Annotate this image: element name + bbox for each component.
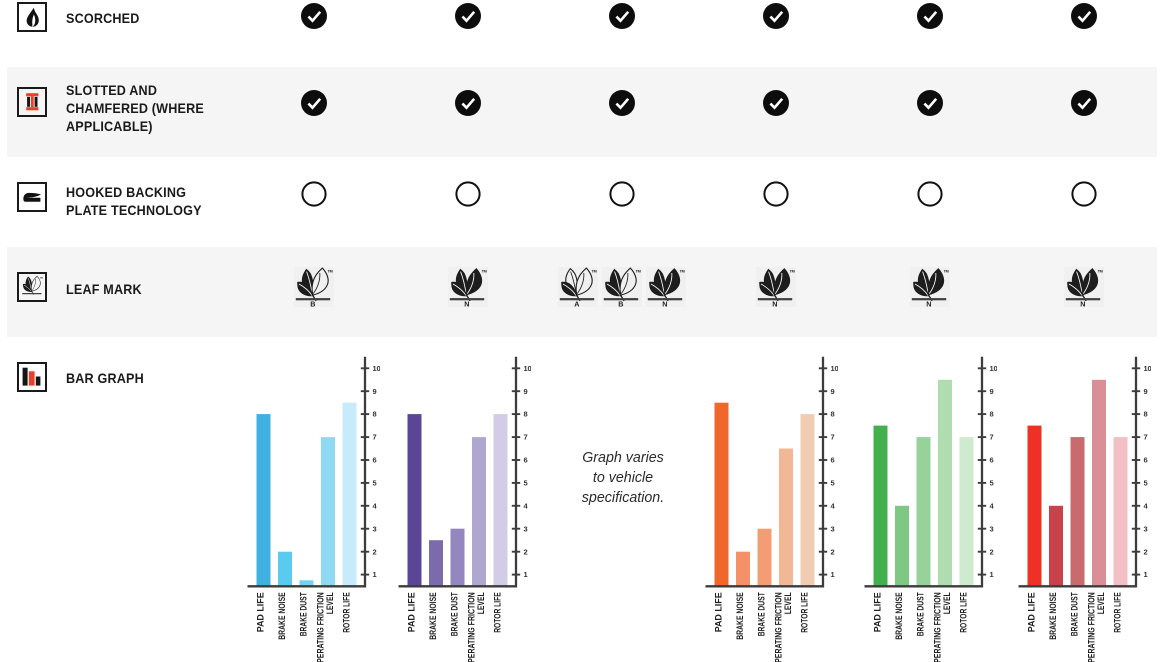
- svg-text:OPERATING FRICTION: OPERATING FRICTION: [466, 592, 477, 662]
- svg-text:BRAKE DUST: BRAKE DUST: [757, 592, 768, 636]
- svg-text:6: 6: [373, 456, 377, 465]
- svg-text:TM: TM: [592, 270, 597, 274]
- svg-text:2: 2: [373, 547, 377, 556]
- svg-text:BRAKE NOISE: BRAKE NOISE: [428, 592, 439, 640]
- svg-text:3: 3: [989, 524, 993, 533]
- svg-text:10: 10: [373, 364, 381, 373]
- svg-text:BRAKE NOISE: BRAKE NOISE: [894, 592, 905, 640]
- svg-text:TM: TM: [680, 270, 685, 274]
- svg-text:9: 9: [989, 387, 993, 396]
- svg-text:10: 10: [524, 364, 532, 373]
- svg-text:LEVEL: LEVEL: [1096, 592, 1107, 614]
- svg-text:2: 2: [524, 547, 528, 556]
- svg-text:B: B: [618, 300, 623, 309]
- svg-text:7: 7: [989, 433, 993, 442]
- svg-text:2: 2: [1144, 547, 1148, 556]
- svg-text:7: 7: [524, 433, 528, 442]
- svg-text:3: 3: [373, 524, 377, 533]
- svg-text:BRAKE DUST: BRAKE DUST: [299, 592, 310, 636]
- svg-text:BRAKE NOISE: BRAKE NOISE: [735, 592, 746, 640]
- svg-text:10: 10: [989, 364, 997, 373]
- svg-text:7: 7: [373, 433, 377, 442]
- svg-text:TM: TM: [327, 270, 332, 274]
- svg-text:5: 5: [373, 479, 377, 488]
- svg-text:3: 3: [1144, 524, 1148, 533]
- svg-text:PAD LIFE: PAD LIFE: [714, 592, 725, 632]
- svg-text:ROTOR LIFE: ROTOR LIFE: [342, 592, 353, 633]
- svg-text:10: 10: [1144, 364, 1152, 373]
- svg-text:8: 8: [989, 410, 993, 419]
- svg-text:BRAKE NOISE: BRAKE NOISE: [277, 592, 288, 640]
- svg-text:6: 6: [1144, 456, 1148, 465]
- svg-text:BRAKE DUST: BRAKE DUST: [1070, 592, 1081, 636]
- svg-text:6: 6: [989, 456, 993, 465]
- svg-text:OPERATING FRICTION: OPERATING FRICTION: [1086, 592, 1097, 662]
- svg-text:ROTOR LIFE: ROTOR LIFE: [958, 592, 969, 633]
- svg-text:LEVEL: LEVEL: [783, 592, 794, 614]
- svg-text:9: 9: [831, 387, 835, 396]
- svg-text:9: 9: [1144, 387, 1148, 396]
- svg-text:6: 6: [524, 456, 528, 465]
- svg-text:4: 4: [831, 501, 836, 510]
- svg-text:9: 9: [524, 387, 528, 396]
- svg-text:B: B: [310, 300, 315, 309]
- svg-text:7: 7: [1144, 433, 1148, 442]
- svg-text:8: 8: [524, 410, 528, 419]
- svg-text:LEVEL: LEVEL: [476, 592, 487, 614]
- svg-text:4: 4: [524, 501, 529, 510]
- svg-text:1: 1: [373, 570, 377, 579]
- svg-text:TM: TM: [1097, 270, 1102, 274]
- svg-text:BRAKE NOISE: BRAKE NOISE: [1048, 592, 1059, 640]
- svg-text:TM: TM: [481, 270, 486, 274]
- svg-text:1: 1: [524, 570, 528, 579]
- svg-text:PAD LIFE: PAD LIFE: [407, 592, 418, 632]
- svg-text:TM: TM: [789, 270, 794, 274]
- svg-text:3: 3: [831, 524, 835, 533]
- svg-text:1: 1: [831, 570, 835, 579]
- svg-text:8: 8: [373, 410, 377, 419]
- svg-text:5: 5: [1144, 479, 1148, 488]
- svg-text:N: N: [772, 300, 777, 309]
- svg-text:N: N: [464, 300, 469, 309]
- svg-text:OPERATING FRICTION: OPERATING FRICTION: [315, 592, 326, 662]
- svg-text:2: 2: [831, 547, 835, 556]
- svg-text:PAD LIFE: PAD LIFE: [872, 592, 883, 632]
- svg-text:TM: TM: [943, 270, 948, 274]
- svg-text:6: 6: [831, 456, 835, 465]
- svg-text:9: 9: [373, 387, 377, 396]
- svg-text:5: 5: [524, 479, 528, 488]
- svg-text:7: 7: [831, 433, 835, 442]
- svg-text:8: 8: [831, 410, 835, 419]
- svg-text:TM: TM: [635, 270, 640, 274]
- svg-text:BRAKE DUST: BRAKE DUST: [915, 592, 926, 636]
- svg-text:LEVEL: LEVEL: [942, 592, 953, 614]
- svg-text:5: 5: [989, 479, 993, 488]
- svg-text:1: 1: [1144, 570, 1148, 579]
- svg-text:TM: TM: [40, 278, 43, 280]
- svg-text:ROTOR LIFE: ROTOR LIFE: [493, 592, 504, 633]
- svg-text:4: 4: [989, 501, 994, 510]
- svg-text:PAD LIFE: PAD LIFE: [1027, 592, 1038, 632]
- svg-text:1: 1: [989, 570, 993, 579]
- svg-text:LEVEL: LEVEL: [325, 592, 336, 614]
- svg-text:BRAKE DUST: BRAKE DUST: [450, 592, 461, 636]
- svg-text:4: 4: [373, 501, 378, 510]
- svg-text:4: 4: [1144, 501, 1149, 510]
- svg-text:8: 8: [1144, 410, 1148, 419]
- svg-text:ROTOR LIFE: ROTOR LIFE: [1113, 592, 1124, 633]
- svg-text:5: 5: [831, 479, 835, 488]
- svg-text:N: N: [1080, 300, 1085, 309]
- svg-text:3: 3: [524, 524, 528, 533]
- svg-text:A: A: [574, 300, 579, 309]
- svg-text:OPERATING FRICTION: OPERATING FRICTION: [773, 592, 784, 662]
- svg-text:N: N: [926, 300, 931, 309]
- svg-text:N: N: [662, 300, 667, 309]
- svg-text:2: 2: [989, 547, 993, 556]
- svg-text:OPERATING FRICTION: OPERATING FRICTION: [932, 592, 943, 662]
- svg-text:10: 10: [831, 364, 839, 373]
- svg-text:PAD LIFE: PAD LIFE: [256, 592, 267, 632]
- svg-text:ROTOR LIFE: ROTOR LIFE: [800, 592, 811, 633]
